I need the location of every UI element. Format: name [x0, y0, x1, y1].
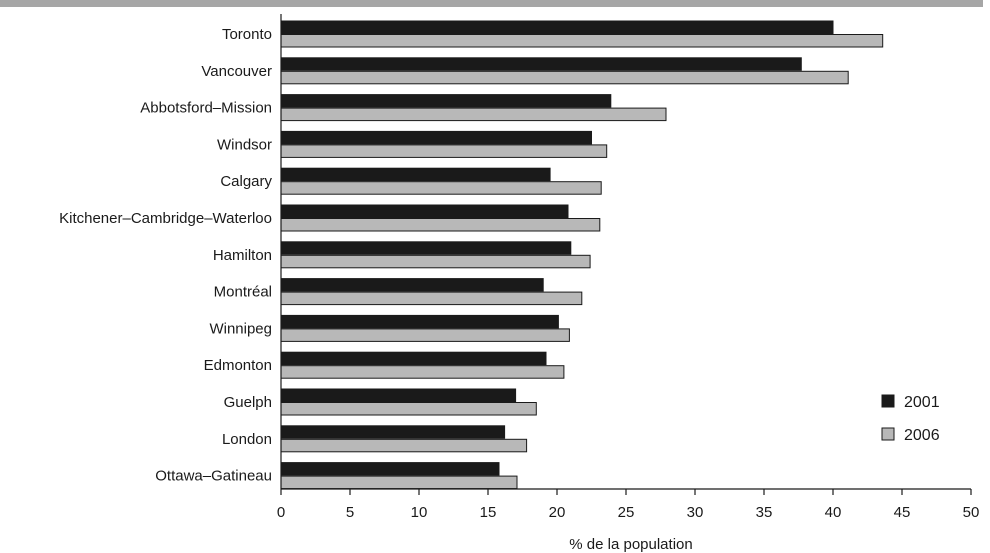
- bar-2001-12: [280, 425, 506, 439]
- category-label-8: Montréal: [214, 284, 272, 301]
- bar-2001-13: [280, 462, 500, 476]
- bar-2006-6: [280, 218, 601, 232]
- bar-2006-10: [280, 365, 565, 379]
- bar-2001-6: [280, 204, 569, 218]
- x-tick-label-30: 30: [687, 504, 704, 521]
- legend-label-2006: 2006: [904, 427, 940, 444]
- x-tick-label-15: 15: [480, 504, 497, 521]
- bar-2006-8: [280, 291, 583, 306]
- legend: 2001 2006: [881, 394, 940, 444]
- bar-2006-11: [280, 402, 537, 416]
- x-tick-label-50: 50: [963, 504, 980, 521]
- category-label-2: Vancouver: [201, 63, 272, 80]
- x-tick-label-20: 20: [549, 504, 566, 521]
- bar-2006-9: [280, 328, 570, 342]
- bar-2001-4: [280, 130, 592, 145]
- category-label-7: Hamilton: [213, 247, 272, 264]
- legend-swatch-2001: [881, 394, 895, 408]
- category-label-11: Guelph: [224, 394, 272, 411]
- x-tick-label-45: 45: [894, 504, 911, 521]
- bar-2001-5: [280, 167, 551, 182]
- x-tick-label-5: 5: [346, 504, 354, 521]
- bar-2001-10: [280, 351, 547, 366]
- category-label-1: Toronto: [222, 26, 272, 43]
- category-label-5: Calgary: [220, 173, 272, 190]
- x-tick-label-10: 10: [411, 504, 428, 521]
- bar-2006-1: [280, 34, 884, 48]
- category-label-3: Abbotsford–Mission: [140, 100, 272, 117]
- bars-layer: [280, 20, 884, 490]
- category-label-12: London: [222, 431, 272, 448]
- bar-2006-12: [280, 438, 528, 453]
- category-label-4: Windsor: [217, 136, 272, 153]
- x-tick-label-35: 35: [756, 504, 773, 521]
- bar-2001-8: [280, 278, 544, 292]
- bar-2001-2: [280, 57, 802, 71]
- category-label-6: Kitchener–Cambridge–Waterloo: [59, 210, 272, 227]
- x-tick-label-0: 0: [277, 504, 285, 521]
- bar-2006-5: [280, 181, 602, 195]
- bar-2006-2: [280, 70, 849, 85]
- category-label-9: Winnipeg: [209, 320, 272, 337]
- x-axis-ticks: 0 5 10 15 20 25 30 35 40 45 50: [277, 489, 980, 521]
- category-label-10: Edmonton: [204, 357, 272, 374]
- x-tick-label-40: 40: [825, 504, 842, 521]
- bar-2001-7: [280, 241, 572, 255]
- bar-2001-11: [280, 388, 517, 402]
- bar-2006-7: [280, 254, 591, 269]
- bar-2006-3: [280, 107, 667, 122]
- bar-2001-1: [280, 20, 834, 34]
- bar-2001-3: [280, 94, 612, 108]
- bar-2001-9: [280, 314, 559, 329]
- bar-2006-4: [280, 144, 608, 158]
- category-labels: Toronto Vancouver Abbotsford–Mission Windso…: [59, 26, 272, 485]
- bar-2006-13: [280, 475, 518, 490]
- x-tick-label-25: 25: [618, 504, 635, 521]
- category-label-13: Ottawa–Gatineau: [155, 468, 272, 485]
- legend-label-2001: 2001: [904, 394, 940, 411]
- top-rule: [0, 0, 983, 7]
- x-axis-title: % de la population: [569, 536, 692, 553]
- legend-swatch-2006: [881, 427, 895, 441]
